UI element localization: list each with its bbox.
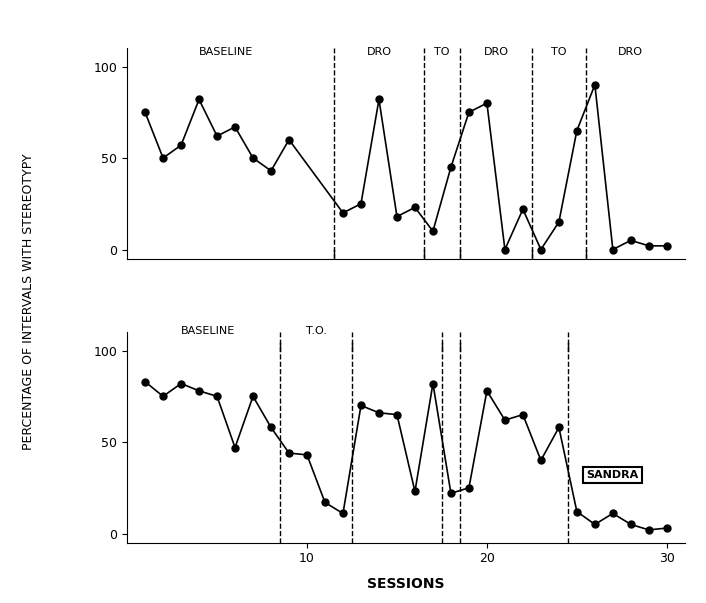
Text: TO: TO — [551, 48, 567, 57]
Text: TO: TO — [434, 48, 450, 57]
Text: SANDRA: SANDRA — [587, 470, 639, 480]
Text: PERCENTAGE OF INTERVALS WITH STEREOTYPY: PERCENTAGE OF INTERVALS WITH STEREOTYPY — [22, 153, 35, 450]
Text: BASELINE: BASELINE — [199, 48, 253, 57]
Text: DRO: DRO — [484, 48, 508, 57]
Text: DRO: DRO — [618, 48, 643, 57]
X-axis label: SESSIONS: SESSIONS — [367, 576, 445, 590]
Text: TASK: TASK — [702, 137, 706, 169]
Text: BASELINE: BASELINE — [181, 326, 235, 336]
Text: T.O.: T.O. — [306, 326, 326, 336]
Text: LEISURE: LEISURE — [702, 411, 706, 464]
Text: DRO: DRO — [366, 48, 391, 57]
